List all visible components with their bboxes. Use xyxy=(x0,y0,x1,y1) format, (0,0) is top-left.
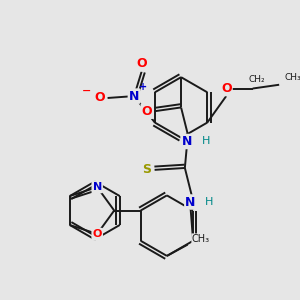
Text: N: N xyxy=(182,135,192,148)
Text: N: N xyxy=(129,90,139,103)
Text: O: O xyxy=(221,82,232,95)
Text: N: N xyxy=(93,182,102,192)
Text: −: − xyxy=(82,85,92,95)
Text: H: H xyxy=(205,197,214,207)
Text: CH₃: CH₃ xyxy=(192,234,210,244)
Text: CH₃: CH₃ xyxy=(284,73,300,82)
Text: O: O xyxy=(95,92,105,104)
Text: CH₂: CH₂ xyxy=(248,75,265,84)
Text: O: O xyxy=(136,57,147,70)
Text: N: N xyxy=(185,196,196,208)
Text: S: S xyxy=(142,164,152,176)
Text: O: O xyxy=(92,229,102,239)
Text: O: O xyxy=(142,105,152,118)
Text: H: H xyxy=(202,136,210,146)
Text: +: + xyxy=(140,82,148,92)
